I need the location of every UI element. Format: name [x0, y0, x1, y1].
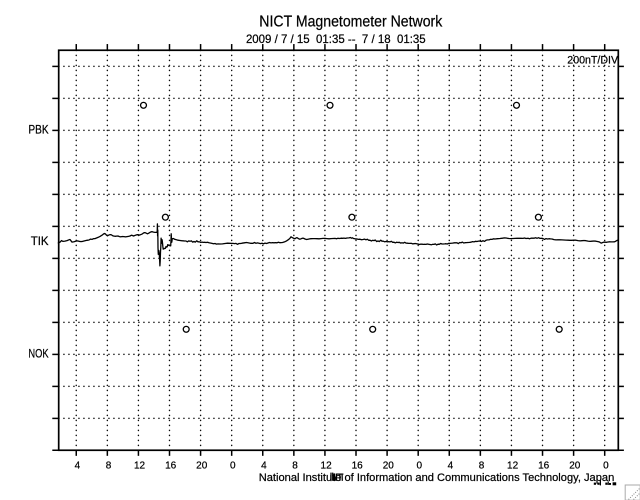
svg-text:4: 4: [75, 461, 81, 472]
svg-text:12: 12: [321, 461, 333, 472]
svg-text:8: 8: [479, 461, 485, 472]
svg-text:200nT/DIV: 200nT/DIV: [567, 55, 618, 67]
svg-text:20: 20: [569, 461, 581, 472]
svg-text:National Institute of Informat: National Institute of Information and Co…: [259, 472, 615, 484]
svg-text:16: 16: [538, 461, 550, 472]
svg-text:TIK: TIK: [31, 236, 49, 248]
svg-text:8: 8: [106, 461, 112, 472]
svg-text:2009 / 7 / 15 01:35 -- 7 / 1: 2009 / 7 / 15 01:35 -- 7 / 18 01:35: [246, 32, 426, 46]
svg-text:NICT Magnetometer Network: NICT Magnetometer Network: [259, 14, 443, 31]
svg-text:12: 12: [507, 461, 519, 472]
svg-text:8: 8: [292, 461, 298, 472]
svg-text:20: 20: [383, 461, 395, 472]
svg-text:0: 0: [417, 461, 423, 472]
svg-text:0: 0: [230, 461, 236, 472]
svg-text:4: 4: [448, 461, 454, 472]
svg-text:NOK: NOK: [28, 349, 48, 361]
svg-text:12: 12: [134, 461, 146, 472]
svg-text:20: 20: [196, 461, 208, 472]
svg-text:PBK: PBK: [28, 125, 48, 137]
svg-text:0: 0: [603, 461, 609, 472]
svg-text:16: 16: [352, 461, 364, 472]
svg-text:16: 16: [165, 461, 177, 472]
svg-text:4: 4: [261, 461, 267, 472]
